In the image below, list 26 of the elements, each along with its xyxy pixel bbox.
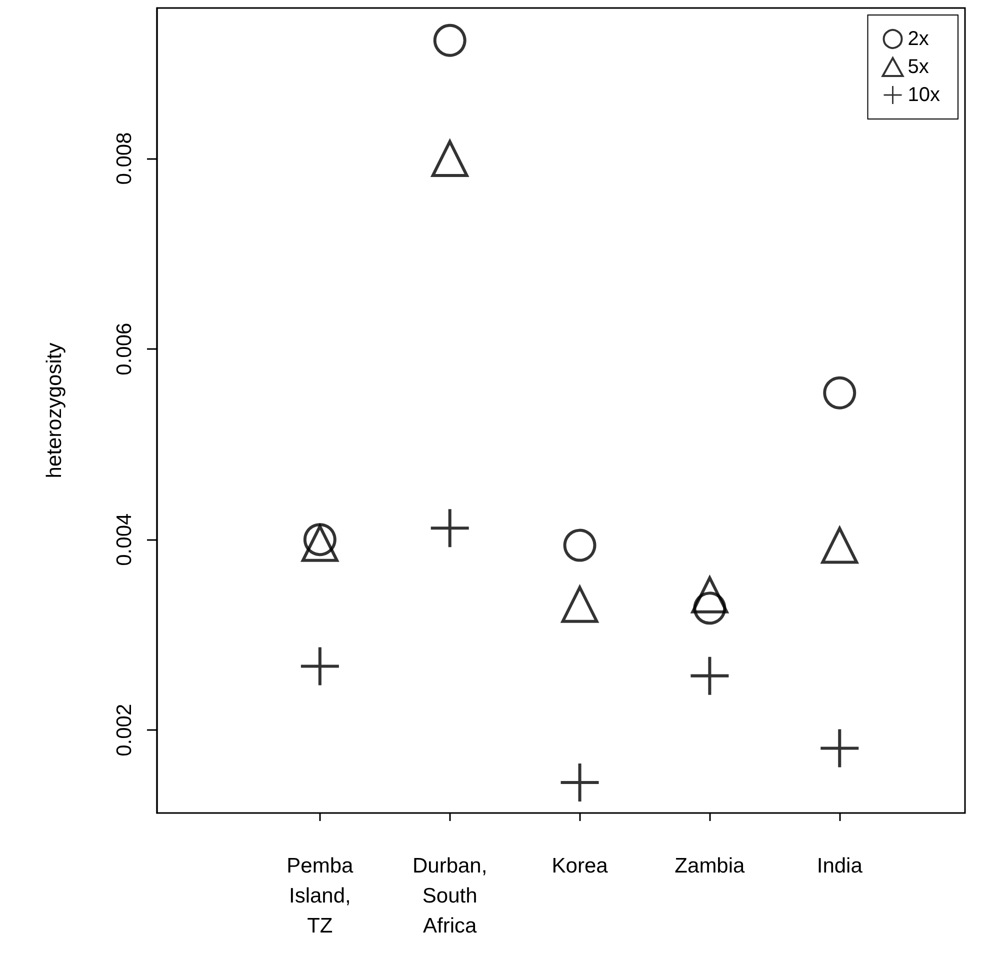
x-tick-label: Zambia <box>674 854 746 878</box>
point <box>823 376 856 410</box>
point <box>691 576 728 614</box>
y-axis-title: heterozygosity <box>43 342 66 478</box>
point <box>563 528 596 562</box>
legend-label: 2x <box>908 28 929 50</box>
legend-label: 5x <box>908 56 929 78</box>
point <box>433 24 466 57</box>
legend-label: 10x <box>908 84 940 106</box>
point <box>300 647 339 686</box>
point <box>690 656 729 695</box>
point <box>430 509 469 548</box>
y-tick-label: 0.002 <box>113 704 136 756</box>
x-tick-label: Pemba Island, TZ <box>286 854 354 938</box>
y-tick-label: 0.006 <box>113 322 136 376</box>
point <box>821 526 858 564</box>
y-tick-label: 0.004 <box>113 512 136 566</box>
point <box>301 524 338 562</box>
x-tick-label: Durban, South Africa <box>412 854 488 938</box>
y-tick-label: 0.008 <box>113 132 136 185</box>
x-tick-label: India <box>816 854 863 878</box>
point <box>820 729 859 768</box>
point <box>560 764 599 802</box>
point <box>431 140 468 178</box>
point <box>561 586 598 623</box>
x-tick-label: Korea <box>552 854 608 878</box>
